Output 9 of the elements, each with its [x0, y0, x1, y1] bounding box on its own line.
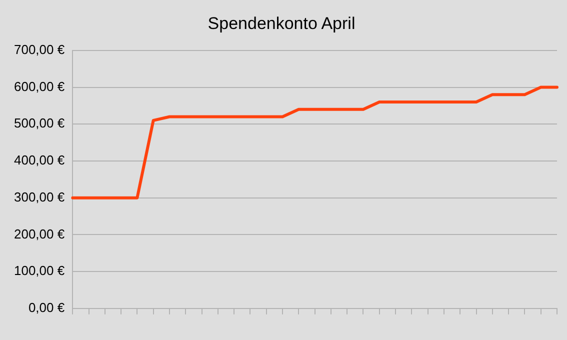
y-tick-label: 100,00 €: [14, 263, 66, 278]
y-tick-label: 400,00 €: [14, 152, 66, 168]
y-tick-label: 500,00 €: [14, 116, 66, 131]
y-tick-label: 700,00 €: [14, 42, 66, 57]
y-tick-label: 0,00 €: [28, 300, 66, 315]
y-tick-label: 200,00 €: [14, 226, 66, 242]
y-tick-label: 300,00 €: [14, 189, 66, 204]
chart-title: Spendenkonto April: [208, 14, 356, 33]
y-tick-label: 600,00 €: [14, 78, 66, 94]
